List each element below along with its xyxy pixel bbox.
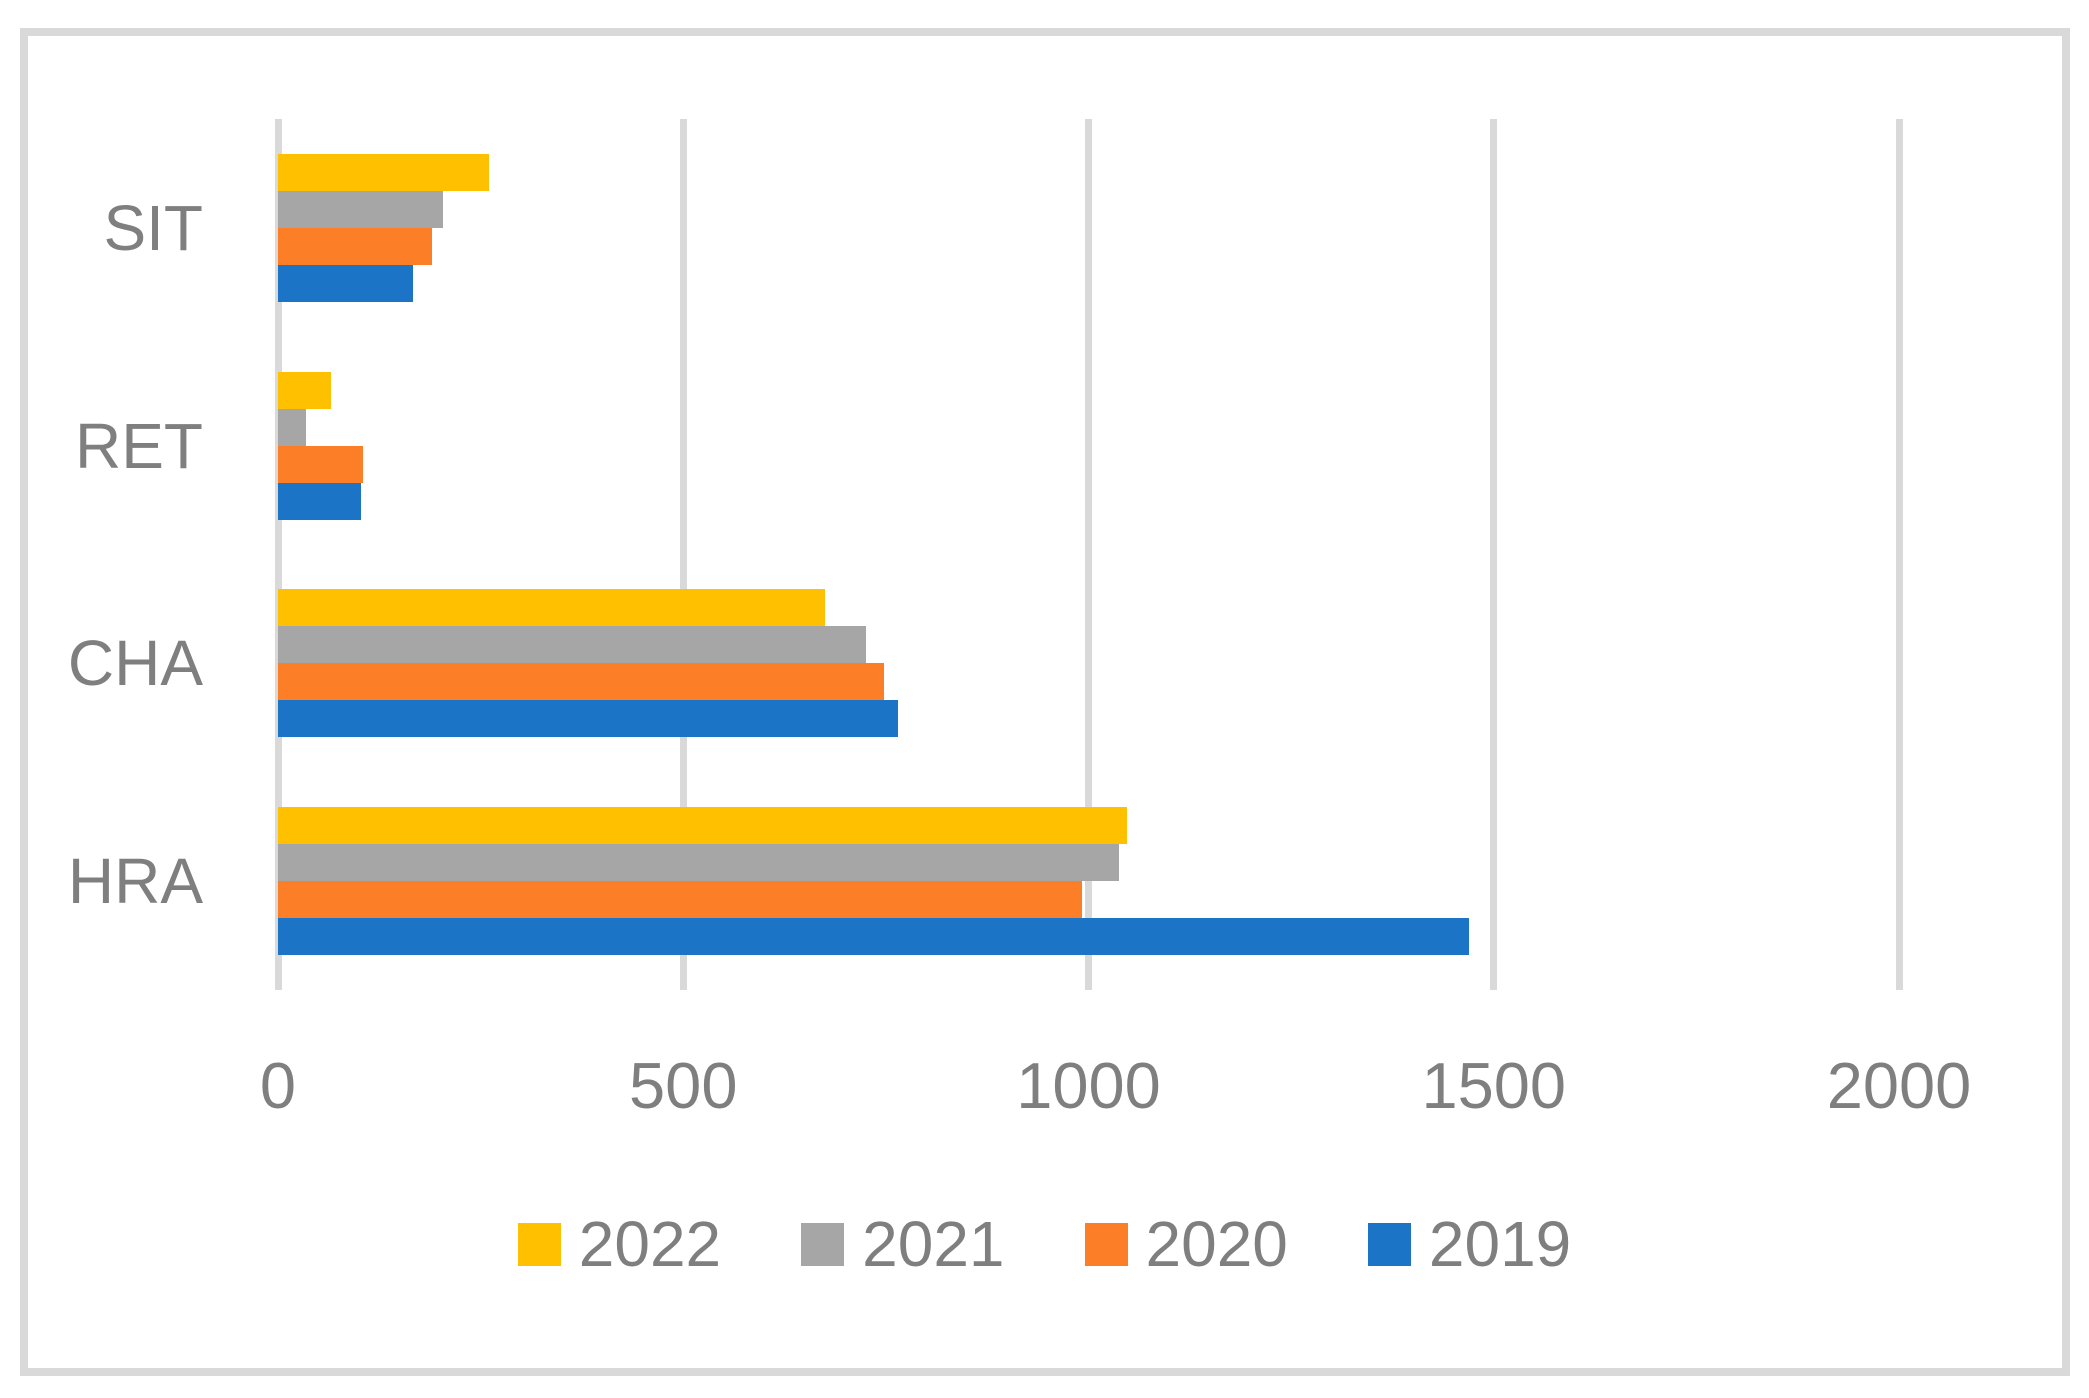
bar-hra-2021 xyxy=(278,844,1120,882)
bar-ret-2022 xyxy=(278,371,332,409)
tick-label-500: 500 xyxy=(629,1049,738,1122)
legend-item-2019: 2019 xyxy=(1367,1208,1572,1280)
category-label-sit: SIT xyxy=(103,191,203,264)
bar-group-sit xyxy=(278,119,1899,337)
legend-label-2022: 2022 xyxy=(578,1208,722,1280)
tick-label-1500: 1500 xyxy=(1421,1049,1567,1122)
bar-hra-2020 xyxy=(278,881,1083,919)
plot-area xyxy=(274,119,1903,990)
bar-sit-2021 xyxy=(278,190,444,228)
legend-swatch-2022 xyxy=(517,1222,561,1266)
bar-cha-2020 xyxy=(278,663,885,701)
gridline-1000 xyxy=(1085,119,1092,990)
legend-label-2021: 2021 xyxy=(862,1208,1005,1280)
bar-hra-2022 xyxy=(278,807,1128,845)
gridline-0 xyxy=(274,119,282,990)
legend-swatch-2019 xyxy=(1367,1222,1411,1266)
bar-cha-2022 xyxy=(278,589,826,627)
bar-group-hra xyxy=(278,772,1899,990)
bar-group-ret xyxy=(278,337,1899,555)
gridline-2000 xyxy=(1895,119,1903,990)
gridline-1500 xyxy=(1490,119,1498,990)
gridline-500 xyxy=(679,119,687,990)
tick-label-2000: 2000 xyxy=(1826,1049,1972,1122)
legend: 2022 2021 2020 2019 xyxy=(0,1212,2089,1276)
bar-cha-2021 xyxy=(278,626,866,664)
bar-sit-2019 xyxy=(278,264,413,302)
tick-label-1000: 1000 xyxy=(1016,1049,1161,1122)
legend-label-2019: 2019 xyxy=(1428,1208,1572,1280)
bar-hra-2019 xyxy=(278,918,1470,956)
legend-item-2022: 2022 xyxy=(517,1208,722,1280)
category-label-ret: RET xyxy=(75,409,203,482)
bar-ret-2019 xyxy=(278,482,362,520)
legend-swatch-2020 xyxy=(1084,1222,1128,1266)
legend-item-2021: 2021 xyxy=(801,1208,1005,1280)
bar-sit-2020 xyxy=(278,227,432,265)
bar-ret-2021 xyxy=(278,408,307,446)
figure-border xyxy=(20,28,2070,1376)
bar-group-cha xyxy=(278,555,1899,773)
legend-swatch-2021 xyxy=(801,1222,845,1266)
bar-cha-2019 xyxy=(278,700,899,738)
tick-label-0: 0 xyxy=(259,1049,297,1122)
bar-ret-2020 xyxy=(278,445,364,483)
bar-sit-2022 xyxy=(278,153,489,191)
legend-item-2020: 2020 xyxy=(1084,1208,1288,1280)
category-label-cha: CHA xyxy=(67,627,203,700)
legend-label-2020: 2020 xyxy=(1145,1208,1288,1280)
category-label-hra: HRA xyxy=(67,845,203,918)
